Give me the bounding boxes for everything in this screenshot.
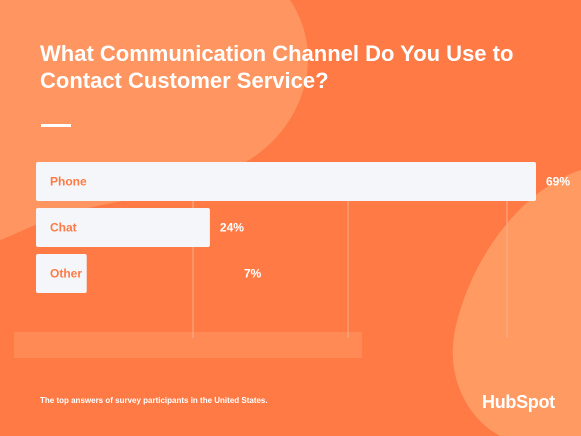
bar-phone <box>36 162 536 201</box>
title-underline <box>41 124 71 127</box>
bar-chat <box>36 208 210 247</box>
category-label: Other <box>50 267 82 281</box>
category-label: Phone <box>50 175 87 189</box>
footnote: The top answers of survey participants i… <box>40 396 268 405</box>
value-label: 69% <box>546 175 570 189</box>
value-label: 24% <box>220 221 244 235</box>
bar-other <box>36 254 87 293</box>
chart-title: What Communication Channel Do You Use to… <box>40 41 514 93</box>
category-label: Chat <box>50 221 77 235</box>
value-label: 7% <box>244 267 262 281</box>
hubspot-logo: HubSpot <box>482 392 555 412</box>
